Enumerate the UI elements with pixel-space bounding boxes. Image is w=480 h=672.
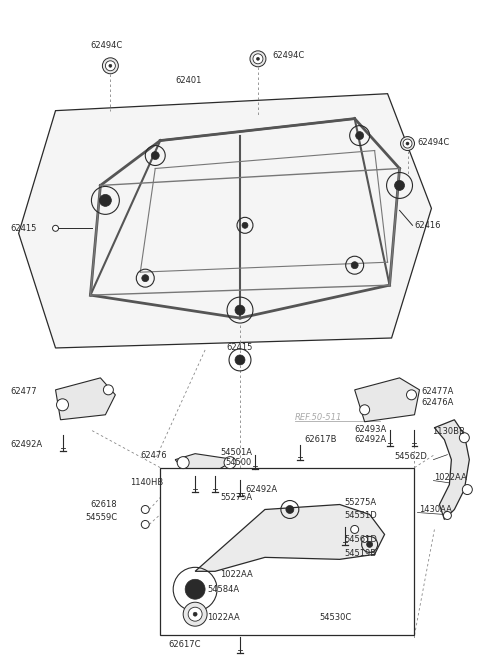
Circle shape xyxy=(142,275,149,282)
Polygon shape xyxy=(434,420,469,519)
Text: 1022AA: 1022AA xyxy=(207,613,240,622)
Circle shape xyxy=(361,536,368,542)
Text: 1022AA: 1022AA xyxy=(434,473,467,482)
Circle shape xyxy=(351,261,358,269)
Circle shape xyxy=(52,225,59,231)
Text: 62415: 62415 xyxy=(11,224,37,233)
Text: 54530C: 54530C xyxy=(320,613,352,622)
Text: 62617B: 62617B xyxy=(305,435,337,444)
Circle shape xyxy=(103,385,113,395)
Text: 62492A: 62492A xyxy=(245,485,277,494)
Circle shape xyxy=(102,58,119,74)
Text: 62494C: 62494C xyxy=(90,42,123,50)
Polygon shape xyxy=(355,378,420,422)
Text: 1140HB: 1140HB xyxy=(130,478,164,487)
Text: 62477A: 62477A xyxy=(421,387,454,396)
Circle shape xyxy=(141,505,149,513)
Polygon shape xyxy=(19,93,432,348)
Circle shape xyxy=(253,54,263,64)
Text: 1130BB: 1130BB xyxy=(432,427,465,436)
Circle shape xyxy=(183,602,207,626)
Text: 55275A: 55275A xyxy=(220,493,252,502)
Circle shape xyxy=(406,142,409,145)
Text: 54562D: 54562D xyxy=(395,452,427,461)
Text: 54519B: 54519B xyxy=(345,549,377,558)
Circle shape xyxy=(235,305,245,315)
Text: 54561D: 54561D xyxy=(345,535,378,544)
Text: 62415: 62415 xyxy=(227,343,253,353)
Circle shape xyxy=(188,607,202,621)
Circle shape xyxy=(151,151,159,159)
Circle shape xyxy=(462,485,472,495)
Circle shape xyxy=(400,136,415,151)
Circle shape xyxy=(109,65,112,67)
Polygon shape xyxy=(175,454,235,472)
Circle shape xyxy=(193,612,197,616)
Text: 54584A: 54584A xyxy=(207,585,239,594)
Circle shape xyxy=(356,132,364,140)
Text: 1022AA: 1022AA xyxy=(220,570,253,579)
Circle shape xyxy=(141,521,149,528)
Circle shape xyxy=(459,433,469,443)
Text: 54501A: 54501A xyxy=(220,448,252,457)
Text: REF.50-511: REF.50-511 xyxy=(295,413,342,422)
Text: 54551D: 54551D xyxy=(345,511,377,520)
Text: 62617C: 62617C xyxy=(168,640,201,648)
Bar xyxy=(160,468,415,635)
Polygon shape xyxy=(195,505,384,571)
Circle shape xyxy=(185,579,205,599)
Circle shape xyxy=(177,457,189,468)
Circle shape xyxy=(99,194,111,206)
Text: 62492A: 62492A xyxy=(355,435,387,444)
Circle shape xyxy=(351,526,359,534)
Circle shape xyxy=(395,181,405,190)
Text: 55275A: 55275A xyxy=(345,498,377,507)
Circle shape xyxy=(250,51,266,67)
Text: 62477: 62477 xyxy=(11,387,37,396)
Circle shape xyxy=(106,60,115,71)
Text: 62416: 62416 xyxy=(415,221,441,230)
Text: 62618: 62618 xyxy=(90,500,117,509)
Circle shape xyxy=(444,511,451,519)
Circle shape xyxy=(256,57,260,60)
Circle shape xyxy=(407,390,417,400)
Text: 62476: 62476 xyxy=(140,451,167,460)
Text: 54559C: 54559C xyxy=(85,513,118,522)
Circle shape xyxy=(360,405,370,415)
Circle shape xyxy=(242,222,248,228)
Circle shape xyxy=(224,457,236,468)
Text: 62493A: 62493A xyxy=(355,425,387,434)
Text: 54500: 54500 xyxy=(225,458,252,467)
Text: 62494C: 62494C xyxy=(418,138,450,147)
Text: 1430AA: 1430AA xyxy=(420,505,452,514)
Text: 62401: 62401 xyxy=(175,76,202,85)
Text: 62494C: 62494C xyxy=(272,51,304,60)
Polygon shape xyxy=(56,378,115,420)
Circle shape xyxy=(367,542,372,548)
Text: 62492A: 62492A xyxy=(11,440,43,449)
Circle shape xyxy=(235,355,245,365)
Circle shape xyxy=(57,398,69,411)
Circle shape xyxy=(286,505,294,513)
Circle shape xyxy=(403,139,412,148)
Text: 62476A: 62476A xyxy=(421,398,454,407)
